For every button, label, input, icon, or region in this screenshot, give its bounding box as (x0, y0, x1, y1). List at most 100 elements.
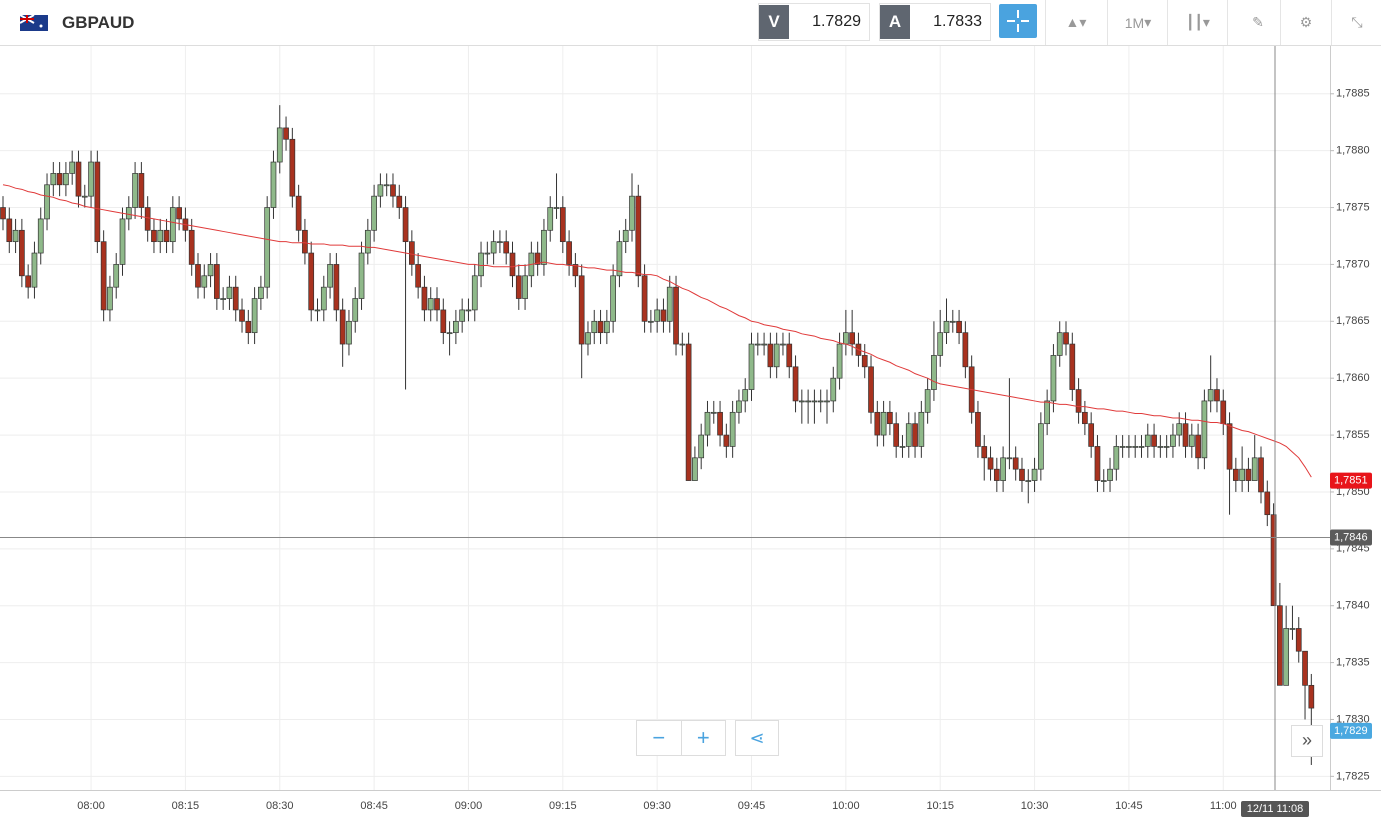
zoom-in[interactable]: + (680, 721, 726, 755)
candle-body (1201, 400, 1208, 459)
share-button[interactable]: ⋖ (735, 720, 779, 756)
scroll-end-button[interactable]: » (1291, 725, 1323, 757)
candle-body (94, 161, 101, 243)
candle-body (151, 229, 157, 243)
candle-body (692, 457, 698, 481)
candle-body (786, 343, 793, 368)
x-tick-label: 10:00 (832, 800, 860, 812)
candle-body (962, 332, 969, 368)
candle-body (276, 127, 283, 163)
candle-body (993, 468, 1000, 481)
candle-body (320, 286, 327, 311)
candle-body (1113, 446, 1120, 470)
y-tick-label: 1,7825 (1336, 770, 1370, 782)
candle-body (264, 207, 271, 288)
y-tick-label: 1,7885 (1336, 88, 1370, 100)
candle-body (912, 423, 918, 447)
candle-body (648, 320, 654, 323)
crosshair-button[interactable] (999, 4, 1037, 38)
candle-body (811, 400, 818, 403)
candle-body (1232, 468, 1239, 481)
candle-body (327, 264, 333, 288)
candle-body (113, 264, 120, 288)
bid[interactable]: V 1.7829 (758, 3, 870, 41)
candle-body (1088, 423, 1095, 447)
y-tick-label: 1,7880 (1336, 145, 1370, 157)
candle-body (685, 343, 692, 481)
candle-body (578, 275, 585, 345)
candle-body (50, 173, 57, 186)
candle-body (31, 252, 38, 288)
candle-body (232, 286, 239, 311)
candle-body (622, 229, 629, 243)
candle-body (81, 195, 88, 198)
candle-body (314, 309, 321, 312)
timeframe-button[interactable]: 1M ▾ (1107, 0, 1168, 45)
candle-body (585, 332, 591, 345)
plot-border (1330, 46, 1331, 790)
candle-body (1075, 389, 1082, 413)
candle-body (673, 286, 679, 345)
candle-body (1302, 650, 1308, 686)
candle-body (1107, 468, 1113, 481)
candle-body (836, 343, 843, 379)
candle-body (918, 411, 925, 447)
y-tick-label: 1,7835 (1336, 656, 1370, 668)
candle-body (761, 343, 767, 346)
candle-body (1258, 457, 1264, 493)
candle-body (629, 195, 635, 231)
candle-body (572, 264, 579, 277)
candle-body (767, 343, 774, 368)
zoom-out[interactable]: − (652, 725, 666, 750)
candle-body (748, 343, 755, 390)
candle-body (1207, 389, 1214, 402)
candle-body (861, 355, 868, 368)
candle-body (239, 309, 245, 322)
candle-body (245, 320, 252, 334)
toolbar: GBPAUD V 1.7829 A 1.7833 ▲▾ 1M ▾ ┃┃▾ ✎ ⚙ ⤡ (0, 0, 1381, 46)
candle-body (346, 320, 352, 345)
candle-body (1245, 468, 1252, 481)
candle-body (1151, 434, 1157, 447)
candle-body (434, 298, 440, 311)
candle-body (421, 286, 428, 311)
candle-body (302, 229, 308, 254)
price-tag-label: 1,7846 (1334, 531, 1368, 543)
y-tick-label: 1,7830 (1336, 713, 1370, 725)
y-tick-label: 1,7855 (1336, 429, 1370, 441)
y-tick-label: 1,7875 (1336, 201, 1370, 213)
price-tag-label: 1,7829 (1334, 725, 1368, 737)
candle-body (1050, 355, 1057, 402)
y-tick-label: 1,7845 (1336, 543, 1370, 555)
candle-body (270, 161, 277, 208)
candle-body (88, 161, 94, 197)
symbol: GBPAUD (62, 12, 135, 32)
candle-body (635, 195, 642, 277)
candle-body (295, 195, 302, 231)
settings-button[interactable]: ⚙ (1280, 0, 1331, 45)
candle-body (559, 207, 566, 243)
x-tick-label: 09:00 (455, 800, 483, 812)
chart-type-button[interactable]: ▲▾ (1045, 0, 1106, 45)
candle-body (641, 275, 648, 322)
candle-body (704, 411, 711, 436)
candle-body (1176, 423, 1183, 436)
candle-body (1094, 446, 1101, 481)
y-tick-label: 1,7860 (1336, 372, 1370, 384)
candle-body (1000, 457, 1006, 481)
ask[interactable]: A 1.7833 (879, 3, 991, 41)
candle-body (1063, 332, 1069, 345)
candle-body (975, 411, 981, 447)
candle-body (698, 434, 705, 459)
candle-body (352, 298, 359, 322)
candle-body (396, 195, 403, 208)
candle-button[interactable]: ┃┃▾ (1167, 0, 1228, 45)
candle-body (710, 411, 717, 414)
price-tag (1330, 472, 1372, 489)
fullscreen-button[interactable]: ⤡ (1331, 0, 1381, 45)
candle-body (1019, 468, 1025, 481)
candle-body (201, 275, 208, 288)
draw-button[interactable]: ✎ (1227, 0, 1288, 45)
candle-body (377, 184, 384, 197)
